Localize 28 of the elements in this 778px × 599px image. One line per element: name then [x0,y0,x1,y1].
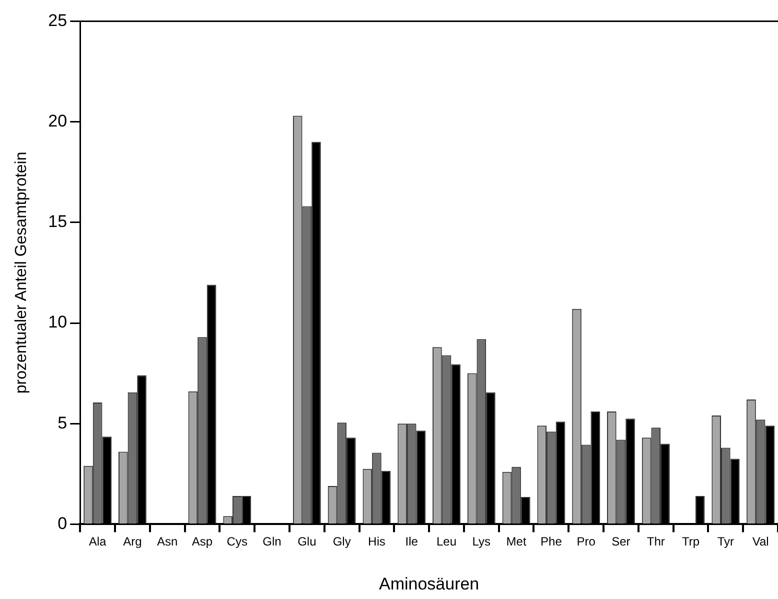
x-axis-title: Aminosäuren [378,574,480,594]
x-tick-label: Glu [298,534,316,549]
x-tick-label: Arg [123,534,142,549]
x-tick-label: Asp [192,534,213,549]
y-tick-label: 10 [48,312,68,332]
x-tick-label: Leu [436,534,457,549]
y-tick-label: 5 [58,413,68,432]
x-tick-label: Ala [88,534,107,549]
x-tick-label: Lys [472,534,491,549]
x-tick-label: Phe [540,534,562,549]
x-tick-label: Trp [682,534,700,549]
x-tick-label: Gln [262,534,282,549]
x-tick-label: Gly [332,534,351,549]
y-tick-label: 25 [48,10,68,30]
x-tick-label: Val [752,534,769,549]
y-tick-label: 15 [48,212,68,232]
x-tick-label: Met [506,534,527,549]
y-tick-label: 20 [48,111,68,130]
x-tick-label: Pro [576,534,596,549]
y-axis-title: prozentualer Anteil Gesamtprotein [13,152,30,394]
x-tick-label: Asn [157,534,178,549]
x-tick-label: Ile [405,534,418,549]
x-tick-label: His [368,534,386,549]
x-tick-label: Ser [612,534,630,549]
x-tick-label: Thr [646,534,665,549]
x-tick-label: Cys [226,534,248,549]
x-tick-label: Tyr [717,534,734,549]
y-tick-label: 0 [58,514,68,533]
